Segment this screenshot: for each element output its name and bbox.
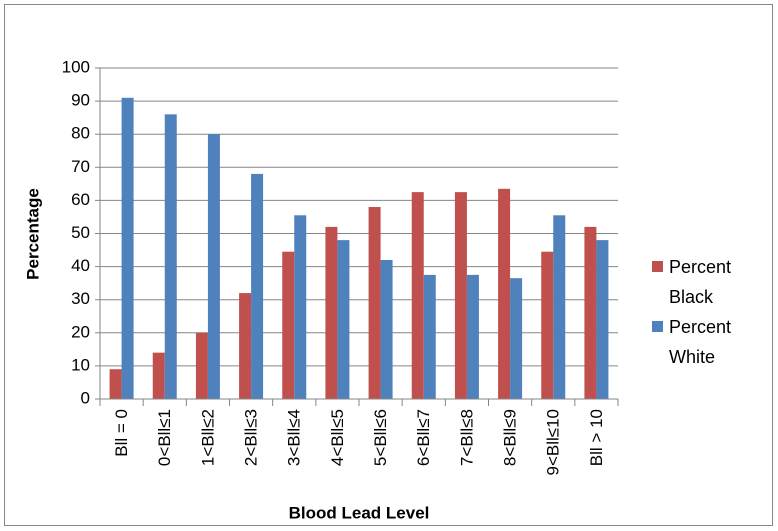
x-tick-label: 6<Bll≤7: [414, 409, 433, 466]
bar: [325, 226, 338, 399]
bar: [207, 134, 220, 399]
legend-swatch: [652, 261, 663, 272]
bar: [510, 278, 523, 399]
bar: [380, 259, 393, 399]
bar: [541, 251, 554, 399]
y-tick-label: 100: [62, 57, 90, 76]
y-tick-label: 40: [71, 256, 90, 275]
bar: [498, 188, 511, 399]
y-tick-label: 20: [71, 322, 90, 341]
bar: [251, 173, 264, 399]
legend-label: Percent Black: [669, 257, 732, 307]
bar: [152, 352, 165, 399]
bar: [584, 226, 597, 399]
bar: [368, 207, 381, 399]
bar: [454, 192, 467, 399]
x-axis-label: Blood Lead Level: [289, 503, 430, 522]
x-tick-label: 2<Bll≤3: [242, 409, 261, 466]
y-tick-label: 60: [71, 190, 90, 209]
bar: [337, 240, 350, 399]
bar: [423, 274, 436, 399]
y-tick-label: 0: [81, 388, 90, 407]
bar: [294, 215, 307, 399]
bar: [596, 240, 609, 399]
y-tick-label: 50: [71, 223, 90, 242]
bar: [553, 215, 566, 399]
bar: [109, 369, 122, 399]
x-tick-label: 7<Bll≤8: [457, 409, 476, 466]
bar: [195, 332, 208, 399]
bar: [239, 293, 252, 399]
bar: [282, 251, 295, 399]
x-tick-label: 3<Bll≤4: [285, 409, 304, 466]
bar: [411, 192, 424, 399]
x-tick-label: 1<Bll≤2: [198, 409, 217, 466]
bar: [164, 114, 177, 399]
x-tick-label: 4<Bll≤5: [328, 409, 347, 466]
y-axis-label: Percentage: [23, 188, 42, 280]
y-tick-label: 30: [71, 289, 90, 308]
legend-label: Percent White: [669, 317, 732, 367]
y-tick-label: 70: [71, 157, 90, 176]
legend-swatch: [652, 321, 663, 332]
x-tick-label: 0<Bll≤1: [155, 409, 174, 466]
y-tick-label: 80: [71, 124, 90, 143]
x-tick-label: 5<Bll≤6: [371, 409, 390, 466]
y-tick-label: 10: [71, 355, 90, 374]
x-tick-label: Bll = 0: [112, 409, 131, 457]
x-tick-label: 9<Bll≤10: [544, 409, 563, 476]
x-tick-label: Bll > 10: [587, 409, 606, 466]
y-tick-label: 90: [71, 91, 90, 110]
bar: [121, 97, 134, 399]
bar: [466, 274, 479, 399]
x-tick-label: 8<Bll≤9: [501, 409, 520, 466]
